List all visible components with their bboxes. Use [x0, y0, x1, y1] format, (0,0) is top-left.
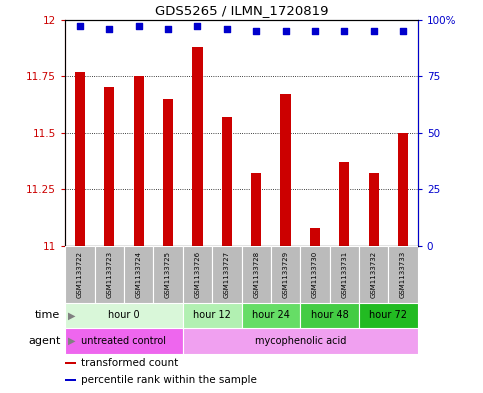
Bar [183, 328, 418, 354]
Bar [388, 246, 418, 303]
Text: transformed count: transformed count [81, 358, 178, 368]
Bar [310, 228, 320, 246]
Point [341, 28, 348, 34]
Bar [183, 246, 212, 303]
Bar [359, 246, 388, 303]
Bar [95, 246, 124, 303]
Point [223, 26, 231, 32]
Bar [359, 303, 418, 328]
Point [76, 23, 84, 29]
Text: hour 48: hour 48 [311, 310, 349, 320]
Bar [242, 246, 271, 303]
Point [105, 26, 113, 32]
Text: ▶: ▶ [68, 336, 75, 346]
Text: GSM1133732: GSM1133732 [371, 251, 377, 298]
Bar [154, 246, 183, 303]
Title: GDS5265 / ILMN_1720819: GDS5265 / ILMN_1720819 [155, 4, 328, 17]
Bar [281, 94, 291, 246]
Bar [104, 88, 114, 246]
Text: GSM1133731: GSM1133731 [341, 250, 347, 298]
Point [194, 23, 201, 29]
Text: GSM1133733: GSM1133733 [400, 250, 406, 298]
Point [282, 28, 289, 34]
Bar [133, 76, 144, 246]
Bar [65, 379, 76, 381]
Bar [212, 246, 242, 303]
Text: GSM1133725: GSM1133725 [165, 251, 171, 298]
Text: time: time [35, 310, 60, 320]
Bar [300, 246, 329, 303]
Point [252, 28, 260, 34]
Text: hour 12: hour 12 [193, 310, 231, 320]
Text: GSM1133728: GSM1133728 [253, 251, 259, 298]
Bar [300, 303, 359, 328]
Bar [369, 173, 379, 246]
Bar [183, 303, 242, 328]
Text: GSM1133726: GSM1133726 [195, 251, 200, 298]
Bar [329, 246, 359, 303]
Bar [65, 303, 183, 328]
Bar [65, 246, 95, 303]
Bar [75, 72, 85, 246]
Text: GSM1133730: GSM1133730 [312, 250, 318, 298]
Text: GSM1133729: GSM1133729 [283, 251, 288, 298]
Point [311, 28, 319, 34]
Text: GSM1133723: GSM1133723 [106, 251, 112, 298]
Bar [339, 162, 350, 246]
Bar [398, 133, 408, 246]
Point [164, 26, 172, 32]
Text: GSM1133727: GSM1133727 [224, 251, 230, 298]
Bar [192, 47, 202, 246]
Point [135, 23, 142, 29]
Text: mycophenolic acid: mycophenolic acid [255, 336, 346, 346]
Bar [222, 117, 232, 246]
Bar [163, 99, 173, 246]
Text: untreated control: untreated control [82, 336, 167, 346]
Point [399, 28, 407, 34]
Bar [124, 246, 154, 303]
Text: percentile rank within the sample: percentile rank within the sample [81, 375, 257, 386]
Text: GSM1133722: GSM1133722 [77, 251, 83, 298]
Bar [65, 362, 76, 364]
Text: hour 72: hour 72 [369, 310, 408, 320]
Bar [251, 173, 261, 246]
Bar [271, 246, 300, 303]
Text: hour 24: hour 24 [252, 310, 290, 320]
Bar [65, 328, 183, 354]
Text: agent: agent [28, 336, 60, 346]
Point [370, 28, 378, 34]
Text: hour 0: hour 0 [108, 310, 140, 320]
Text: ▶: ▶ [68, 310, 75, 320]
Text: GSM1133724: GSM1133724 [136, 251, 142, 298]
Bar [242, 303, 300, 328]
